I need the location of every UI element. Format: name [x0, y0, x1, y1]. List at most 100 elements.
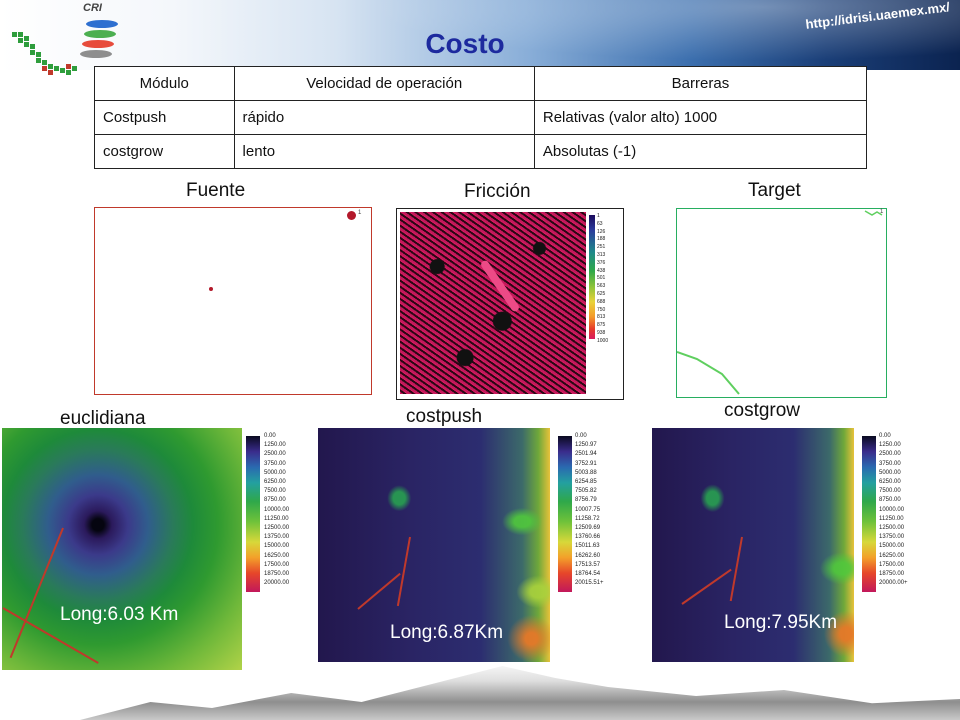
legend-tick: 1250.97: [575, 442, 597, 449]
friccion-label: Fricción: [464, 181, 531, 202]
column-header-velocidad: Velocidad de operación: [233, 66, 535, 101]
costpush-label: costpush: [406, 406, 483, 427]
table-cell: Absolutas (-1): [533, 134, 868, 169]
source-point-marker: [347, 211, 356, 220]
legend-tick: 625: [597, 290, 606, 297]
legend-tick: 688: [597, 298, 606, 305]
friction-legend-bar: [589, 215, 595, 339]
table-cell: lento: [233, 134, 535, 169]
legend-tick: 15011.63: [575, 543, 600, 550]
legend-tick: 12509.69: [575, 525, 601, 532]
euclidiana-legend-values: 0.00 1250.00 2500.00 3750.00 5000.00 625…: [264, 432, 289, 588]
table-row: costgrow lento Absolutas (-1): [94, 134, 868, 169]
friction-streak: [479, 259, 521, 313]
legend-tick: 10007.75: [575, 506, 601, 513]
mexico-map-logo: [12, 20, 118, 75]
route-line: [729, 536, 743, 602]
legend-tick: 18750.00: [879, 571, 905, 578]
legend-tick: 11250.00: [879, 515, 904, 522]
costpush-length: Long:6.87Km: [390, 622, 504, 643]
legend-tick: 15000.00: [879, 543, 905, 550]
euclidiana-legend-bar: [246, 436, 260, 592]
legend-tick: 7500.00: [264, 488, 286, 495]
legend-tick: 16250.00: [264, 552, 290, 559]
legend-tick: 7500.00: [879, 488, 901, 495]
table-row: Costpush rápido Relativas (valor alto) 1…: [94, 100, 868, 135]
costgrow-legend-bar: [862, 436, 876, 592]
euclidiana-label: euclidiana: [60, 408, 146, 429]
target-label: Target: [748, 180, 801, 201]
legend-tick: 18764.54: [575, 571, 601, 578]
legend-tick: 20015.51+: [575, 580, 604, 587]
legend-tick: 17500.00: [879, 561, 905, 568]
legend-tick: 3750.00: [879, 460, 901, 467]
legend-tick: 1000: [597, 337, 609, 344]
legend-tick: 20000.00+: [879, 580, 908, 587]
legend-tick: 2500.00: [879, 451, 901, 458]
header-glow: [300, 0, 960, 70]
legend-tick: 17500.00: [264, 561, 290, 568]
table-cell: costgrow: [94, 134, 235, 169]
legend-tick: 0.00: [879, 433, 891, 439]
legend-tick: 438: [597, 267, 606, 274]
legend-tick: 18750.00: [264, 571, 290, 578]
fuente-image: 1: [94, 207, 372, 395]
costpush-map: [318, 428, 550, 662]
table-header-row: Módulo Velocidad de operación Barreras: [94, 66, 868, 101]
target-image: 1: [676, 208, 887, 398]
route-line: [396, 536, 411, 607]
legend-tick: 1250.00: [879, 442, 901, 449]
friccion-image: 1 63 126 188 251 313 376 438 501 563 625…: [396, 208, 624, 400]
route-line: [681, 568, 732, 605]
legend-tick: 3752.91: [575, 460, 597, 467]
legend-tick: 188: [597, 236, 606, 243]
legend-tick: 563: [597, 283, 606, 290]
target-marker-label: 1: [880, 209, 884, 215]
legend-tick: 0.00: [575, 433, 587, 439]
costpush-legend-bar: [558, 436, 572, 592]
table-cell: Costpush: [94, 100, 235, 135]
legend-tick: 15000.00: [264, 543, 290, 550]
costgrow-label: costgrow: [724, 400, 801, 421]
route-line: [357, 572, 401, 610]
legend-tick: 501: [597, 275, 606, 282]
legend-tick: 16262.60: [575, 552, 601, 559]
legend-tick: 938: [597, 329, 606, 336]
legend-tick: 126: [597, 228, 606, 235]
legend-tick: 251: [597, 244, 606, 251]
modules-table: Módulo Velocidad de operación Barreras C…: [94, 66, 868, 169]
legend-tick: 1: [597, 213, 600, 219]
legend-tick: 875: [597, 322, 606, 329]
column-header-modulo: Módulo: [94, 66, 235, 101]
legend-tick: 20000.00: [264, 580, 290, 587]
legend-tick: 3750.00: [264, 460, 286, 467]
legend-tick: 6250.00: [264, 479, 286, 486]
legend-tick: 10000.00: [879, 506, 905, 513]
legend-tick: 5003.88: [575, 469, 597, 476]
source-point: [209, 287, 213, 291]
table-cell: Relativas (valor alto) 1000: [533, 100, 868, 135]
legend-tick: 11250.00: [264, 515, 289, 522]
legend-tick: 0.00: [264, 433, 276, 439]
legend-tick: 63: [597, 220, 603, 227]
table-cell: rápido: [233, 100, 535, 135]
logo-text: CRI: [83, 2, 102, 14]
legend-tick: 813: [597, 314, 606, 321]
legend-tick: 8750.00: [879, 497, 901, 504]
header-banner: [0, 0, 960, 70]
legend-tick: 1250.00: [264, 442, 286, 449]
costgrow-legend-values: 0.00 1250.00 2500.00 3750.00 5000.00 625…: [879, 432, 908, 588]
friction-legend-values: 1 63 126 188 251 313 376 438 501 563 625…: [597, 213, 608, 346]
costpush-legend-values: 0.00 1250.97 2501.94 3752.91 5003.88 625…: [575, 432, 604, 588]
costgrow-map: [652, 428, 854, 662]
fuente-label: Fuente: [186, 180, 246, 201]
legend-tick: 313: [597, 251, 606, 258]
legend-tick: 12500.00: [264, 525, 290, 532]
legend-tick: 17513.57: [575, 561, 601, 568]
legend-tick: 6250.00: [879, 479, 901, 486]
legend-tick: 376: [597, 259, 606, 266]
legend-tick: 13750.00: [879, 534, 905, 541]
legend-tick: 6254.85: [575, 479, 597, 486]
legend-tick: 5000.00: [879, 469, 901, 476]
legend-tick: 16250.00: [879, 552, 905, 559]
